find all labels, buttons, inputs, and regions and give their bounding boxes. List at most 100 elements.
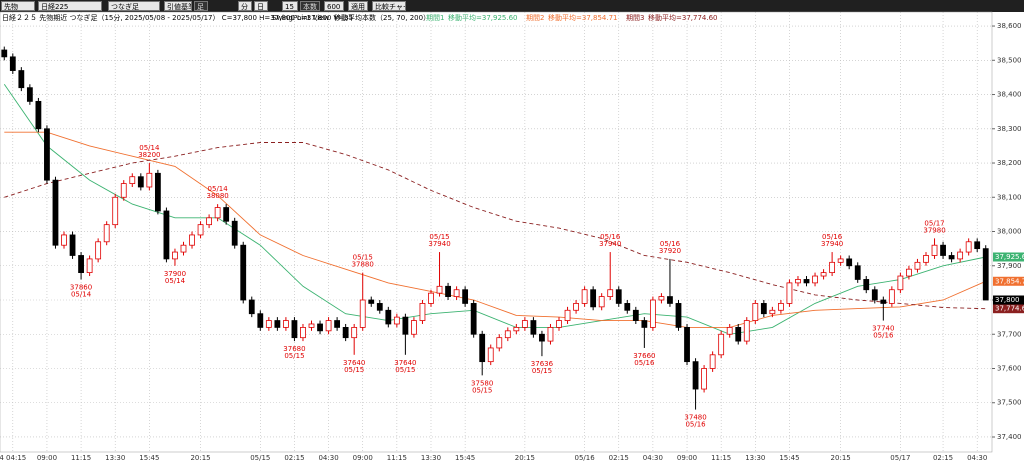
bar-label: 足 xyxy=(194,1,208,11)
swing-date: 05/14 xyxy=(71,290,92,298)
toolbar: 先物 日経225 つなぎ足 引値基準 足 分 日 15 本数 600 適用 比較… xyxy=(0,0,1024,12)
x-tick-label: 11:15 xyxy=(387,454,407,462)
candle-body xyxy=(726,327,733,335)
candle-body xyxy=(411,320,417,335)
symbol-select[interactable]: 日経225 xyxy=(38,1,102,11)
candle-body xyxy=(556,320,562,328)
candle-body xyxy=(846,258,853,267)
price-basis[interactable]: 引値基準 xyxy=(164,1,192,11)
swing-price: 37660 xyxy=(633,352,655,360)
candle-body xyxy=(547,327,554,342)
candle-body xyxy=(709,354,716,369)
swing-price: 37940 xyxy=(599,240,621,248)
x-tick-label: 04:30 xyxy=(967,454,987,462)
candle-body xyxy=(948,255,955,260)
candle-body xyxy=(982,248,989,301)
market-select[interactable]: 先物 xyxy=(1,1,35,11)
apply-button[interactable]: 適用 xyxy=(348,1,368,11)
candle-body xyxy=(607,289,614,297)
swing-price: 37480 xyxy=(684,414,706,422)
candle-body xyxy=(385,309,392,325)
x-tick-label: 15:45 xyxy=(779,454,799,462)
candle-body xyxy=(701,368,707,390)
candle-body xyxy=(778,303,784,311)
x-tick-label: 02:15 xyxy=(933,454,953,462)
candle-body xyxy=(35,100,42,130)
candle-body xyxy=(9,56,16,71)
x-tick-label: 13:30 xyxy=(421,454,441,462)
swing-date: 05/15 xyxy=(395,366,415,374)
interval-input[interactable]: 15 xyxy=(282,1,298,11)
chart-header: 日経２２５ 先物期近 つなぎ足（15分, 2025/05/08 - 2025/0… xyxy=(2,13,718,22)
candle-body xyxy=(95,241,102,260)
x-tick-label: 20:15 xyxy=(190,454,210,462)
day-button[interactable]: 日 xyxy=(254,1,268,11)
swing-price: 37940 xyxy=(428,240,450,248)
swing-date: 05/15 xyxy=(353,254,373,262)
minute-button[interactable]: 分 xyxy=(238,1,252,11)
candle-body xyxy=(812,275,818,284)
price-badge xyxy=(993,304,1024,314)
x-tick-label: 13:30 xyxy=(745,454,765,462)
candle-body xyxy=(581,289,588,304)
candle-body xyxy=(880,299,887,304)
y-tick-label: 38,200 xyxy=(997,159,1022,167)
candle-body xyxy=(257,313,264,328)
candle-body xyxy=(137,176,144,188)
header-text: 日経２２５ 先物期近 つなぎ足（15分, 2025/05/08 - 2025/0… xyxy=(2,13,353,22)
x-tick-label: 05/17 xyxy=(890,454,910,462)
candle-body xyxy=(667,296,673,304)
candle-body xyxy=(598,296,605,308)
price-badge-label: 37,800 xyxy=(995,296,1020,304)
candle-body xyxy=(325,320,332,332)
candle-body xyxy=(52,179,59,246)
candle-body xyxy=(393,316,400,325)
swing-price: 37900 xyxy=(164,270,186,278)
candle-body xyxy=(914,261,921,270)
x-tick-label: 04:30 xyxy=(318,454,338,462)
swing-price: 37860 xyxy=(70,283,92,291)
candle-body xyxy=(795,279,801,284)
swing-date: 05/15 xyxy=(472,386,492,394)
candle-body xyxy=(317,323,323,332)
x-tick-label: 15:45 xyxy=(139,454,159,462)
x-tick-label: 09:00 xyxy=(677,454,697,462)
candle-body xyxy=(69,234,76,256)
x-tick-label: 09:00 xyxy=(37,454,57,462)
candle-body xyxy=(957,251,964,260)
y-tick-label: 37,700 xyxy=(997,330,1022,338)
candle-body xyxy=(180,244,187,253)
candle-body xyxy=(163,210,170,260)
candle-body xyxy=(786,282,793,304)
candle-body xyxy=(428,292,434,304)
price-badge xyxy=(993,276,1024,286)
header-text: 期間1 xyxy=(426,14,444,22)
candle-body xyxy=(760,303,767,315)
compare-button[interactable]: 比較チャート xyxy=(372,1,406,11)
swing-date: 05/16 xyxy=(660,240,681,248)
candle-body xyxy=(189,234,195,246)
y-tick-label: 38,300 xyxy=(997,125,1022,133)
candle-body xyxy=(265,320,272,328)
candle-body xyxy=(44,128,50,181)
moving-average-line xyxy=(4,142,986,310)
plot-area xyxy=(0,11,993,453)
swing-date: 05/14 xyxy=(139,144,160,152)
swing-date: 05/16 xyxy=(873,332,894,340)
x-tick-label: 13:30 xyxy=(105,454,125,462)
candle-body xyxy=(658,296,665,301)
candle-body xyxy=(820,272,827,277)
count-input[interactable]: 600 xyxy=(324,1,344,11)
candle-body xyxy=(504,330,511,339)
candle-body xyxy=(590,289,597,308)
candle-body xyxy=(539,333,545,342)
candle-body xyxy=(632,309,639,321)
series-select[interactable]: つなぎ足 xyxy=(108,1,160,11)
x-tick-label: 11:15 xyxy=(71,454,91,462)
swing-date: 05/15 xyxy=(532,367,552,375)
price-badge xyxy=(993,252,1024,262)
swing-price: 37680 xyxy=(283,345,305,353)
x-tick-label: 20:15 xyxy=(831,454,851,462)
candle-body xyxy=(26,87,33,102)
candle-body xyxy=(103,224,110,243)
